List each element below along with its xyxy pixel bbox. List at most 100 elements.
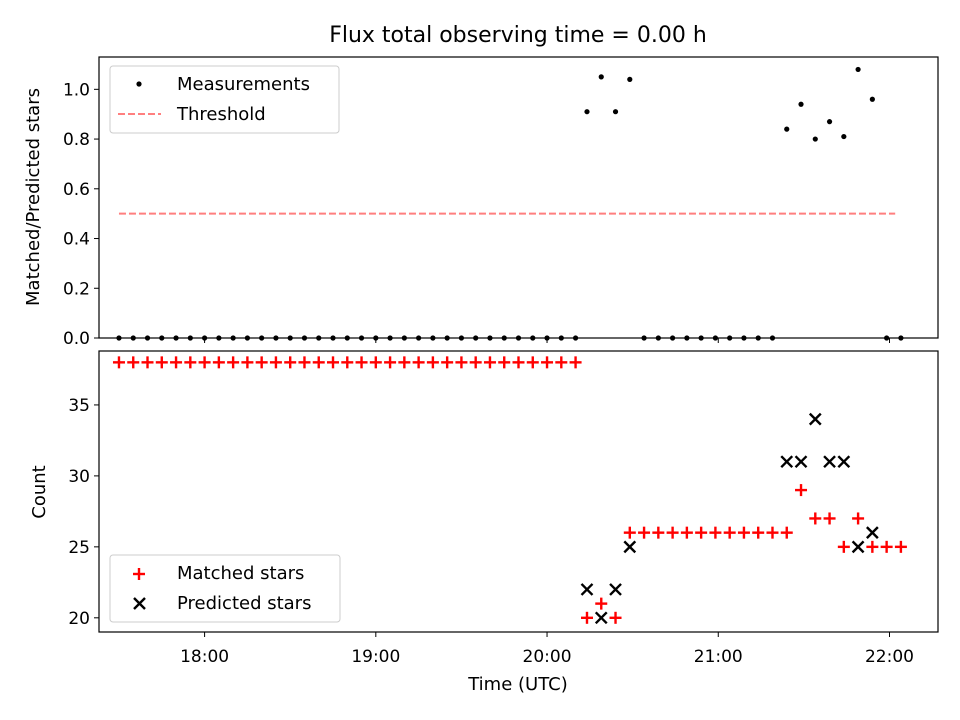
top-y-tick-label: 0.4 <box>63 230 90 250</box>
matched-star-marker <box>298 356 311 369</box>
top-y-tick-label: 0.6 <box>63 180 90 200</box>
bottom-y-tick-label: 20 <box>68 609 90 629</box>
predicted-star-marker <box>851 540 865 554</box>
bottom-y-tick-label: 25 <box>68 538 90 558</box>
measurement-point <box>598 74 604 80</box>
legend-predicted-label: Predicted stars <box>177 593 311 614</box>
matched-star-marker <box>384 356 397 369</box>
matched-star-marker <box>609 611 622 624</box>
matched-star-marker <box>638 526 651 539</box>
top-y-tick-label: 0.0 <box>63 329 90 349</box>
matched-star-marker <box>327 356 340 369</box>
matched-star-marker <box>212 356 225 369</box>
top-x-ticks <box>204 338 890 343</box>
predicted-star-marker <box>780 455 794 469</box>
matched-star-marker <box>127 356 140 369</box>
legend-measurements-label: Measurements <box>177 74 310 95</box>
predicted-star-marker <box>623 540 637 554</box>
matched-star-marker <box>469 356 482 369</box>
top-plot-area <box>116 66 904 341</box>
matched-star-marker <box>512 356 525 369</box>
legend-measurements-marker <box>136 81 142 87</box>
matched-star-marker <box>837 540 850 553</box>
matched-star-marker <box>412 356 425 369</box>
top-legend-box <box>109 65 340 134</box>
matched-star-marker <box>709 526 722 539</box>
measurement-point <box>627 76 633 82</box>
matched-star-marker <box>580 611 593 624</box>
top-panel: 0.0 0.2 0.4 0.6 0.8 1.0 Matched/Predicted sta… <box>23 56 939 349</box>
predicted-star-marker <box>808 412 822 426</box>
legend-predicted-marker <box>133 597 146 610</box>
bottom-legend: Matched stars Predicted stars <box>109 554 341 623</box>
top-y-axis-label: Matched/Predicted stars <box>23 88 44 306</box>
matched-star-marker <box>269 356 282 369</box>
matched-star-marker <box>170 356 183 369</box>
bottom-x-tick-label: 20:00 <box>523 647 572 667</box>
matched-star-marker <box>809 512 822 525</box>
matched-star-marker <box>623 526 636 539</box>
matched-star-marker <box>112 356 125 369</box>
matched-star-marker <box>426 356 439 369</box>
matched-star-marker <box>369 356 382 369</box>
bottom-x-tick-label: 19:00 <box>351 647 400 667</box>
matched-star-marker <box>241 356 254 369</box>
matched-star-marker <box>227 356 240 369</box>
bottom-y-ticks: 20 25 30 35 <box>68 396 99 629</box>
matched-star-marker <box>823 512 836 525</box>
top-y-tick-label: 0.2 <box>63 279 90 299</box>
matched-star-marker <box>141 356 154 369</box>
matched-star-marker <box>526 356 539 369</box>
legend-threshold-label: Threshold <box>176 104 266 125</box>
measurement-point <box>798 101 804 107</box>
top-legend: Measurements Threshold <box>109 65 340 134</box>
legend-matched-marker <box>133 568 145 580</box>
matched-star-marker <box>595 597 608 610</box>
matched-star-marker <box>852 512 865 525</box>
matched-star-marker <box>155 356 168 369</box>
matched-star-marker <box>569 356 582 369</box>
predicted-star-marker <box>594 611 608 625</box>
matched-star-marker <box>483 356 496 369</box>
x-axis-label: Time (UTC) <box>467 674 568 695</box>
matched-star-marker <box>752 526 765 539</box>
matched-star-marker <box>198 356 211 369</box>
top-y-tick-label: 1.0 <box>63 80 90 100</box>
measurement-point <box>612 109 619 115</box>
matched-star-marker <box>723 526 736 539</box>
top-axes-frame <box>98 56 939 339</box>
matched-star-marker <box>255 356 268 369</box>
predicted-star-marker <box>823 455 836 469</box>
bottom-x-ticks: 18:00 19:00 20:00 21:00 22:00 <box>180 632 914 667</box>
matched-star-marker <box>455 356 468 369</box>
predicted-star-marker <box>580 583 594 596</box>
matched-star-marker <box>866 540 879 553</box>
matched-star-marker <box>441 356 454 369</box>
matched-star-marker <box>312 356 325 369</box>
matched-star-marker <box>680 526 693 539</box>
bottom-y-axis-label: Count <box>29 465 50 518</box>
legend-matched-label: Matched stars <box>177 563 304 584</box>
matched-star-marker <box>555 356 568 369</box>
bottom-x-tick-label: 22:00 <box>865 647 914 667</box>
matched-star-marker <box>880 540 893 553</box>
matched-star-marker <box>894 540 907 553</box>
measurement-point <box>784 126 790 132</box>
matched-star-marker <box>652 526 665 539</box>
measurement-point <box>584 109 590 115</box>
bottom-y-tick-label: 35 <box>68 396 90 416</box>
bottom-plot-area <box>112 356 907 625</box>
matched-star-marker <box>541 356 554 369</box>
top-y-ticks: 0.0 0.2 0.4 0.6 0.8 1.0 <box>63 80 99 349</box>
bottom-x-tick-label: 18:00 <box>180 647 229 667</box>
top-y-tick-label: 0.8 <box>63 130 90 150</box>
predicted-star-marker <box>609 583 622 596</box>
matched-star-marker <box>666 526 679 539</box>
matched-star-marker <box>284 356 297 369</box>
bottom-panel: 20 25 30 35 18:00 19:00 20:00 21:00 22:00 Count… <box>29 350 939 695</box>
matched-star-marker <box>355 356 368 369</box>
matched-star-marker <box>184 356 197 369</box>
bottom-x-tick-label: 21:00 <box>694 647 743 667</box>
measurement-point <box>841 133 847 140</box>
matched-star-marker <box>498 356 511 369</box>
